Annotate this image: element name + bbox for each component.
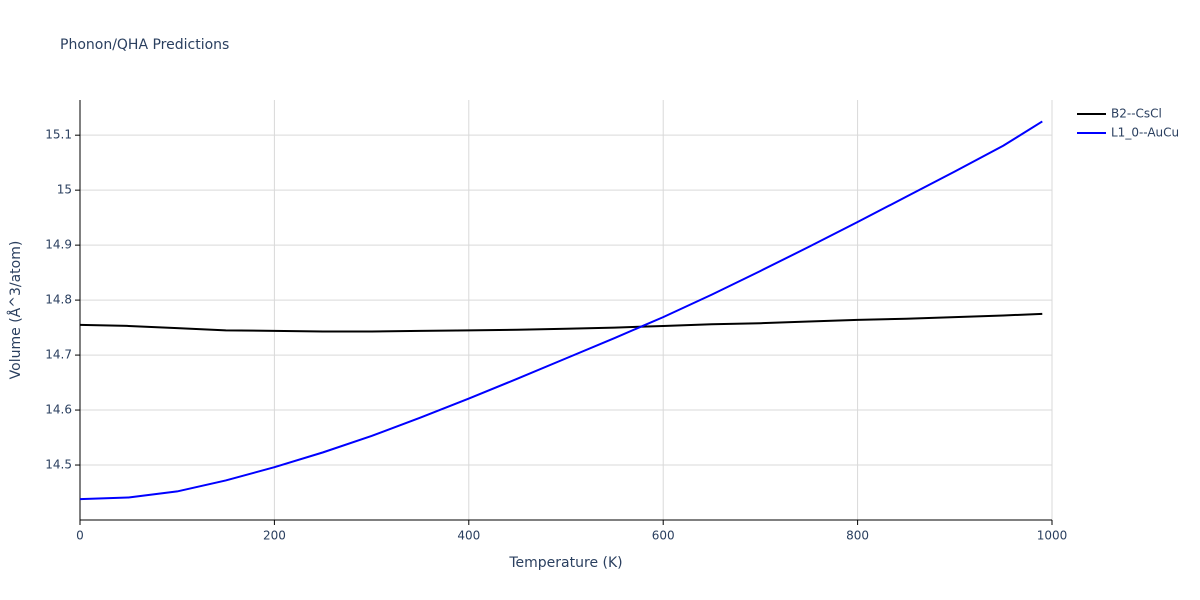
x-tick-label: 1000	[1037, 529, 1068, 543]
x-tick-label: 400	[457, 529, 480, 543]
y-tick-label: 14.5	[45, 458, 72, 472]
x-tick-label: 600	[652, 529, 675, 543]
y-tick-label: 14.7	[45, 348, 72, 362]
y-tick-label: 15.1	[45, 128, 72, 142]
y-tick-label: 14.8	[45, 293, 72, 307]
y-tick-label: 14.6	[45, 403, 72, 417]
legend-label[interactable]: L1_0--AuCu	[1111, 126, 1179, 140]
legend-label[interactable]: B2--CsCl	[1111, 107, 1162, 121]
line-series	[79, 312, 1043, 333]
chart-title: Phonon/QHA Predictions	[60, 37, 229, 53]
y-axis-label: Volume (Å^3/atom)	[7, 241, 24, 380]
x-axis-label: Temperature (K)	[508, 555, 622, 571]
x-tick-label: 0	[76, 529, 84, 543]
line-series	[79, 120, 1043, 501]
x-tick-label: 800	[846, 529, 869, 543]
x-tick-label: 200	[263, 529, 286, 543]
y-tick-label: 15	[57, 183, 72, 197]
y-tick-label: 14.9	[45, 238, 72, 252]
